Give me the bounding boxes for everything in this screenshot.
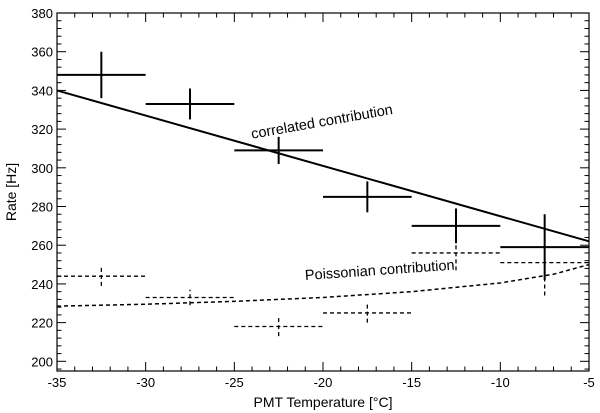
y-axis-title: Rate [Hz] (3, 163, 19, 221)
y-tick-label: 200 (31, 354, 53, 369)
axis-tick-labels: -35 -30 -25 -20 -15 -10 -5 200 220 240 260 280 300 32… (31, 6, 594, 390)
y-tick-label: 380 (31, 6, 53, 21)
data-points (57, 51, 589, 337)
poissonian-point (500, 229, 589, 296)
correlated-point (411, 208, 501, 244)
x-tick-label: -10 (491, 375, 510, 390)
y-tick-label: 260 (31, 238, 53, 253)
annotation-poissonian-contribution: Poissonian contribution (304, 258, 455, 284)
y-tick-label: 300 (31, 161, 53, 176)
x-axis-title: PMT Temperature [°C] (254, 394, 393, 410)
y-tick-label: 320 (31, 122, 53, 137)
x-tick-label: -25 (225, 375, 244, 390)
correlated-point (57, 51, 146, 99)
correlated-point (145, 88, 235, 120)
curve-poissonian-contribution (56, 263, 590, 307)
y-tick-label: 340 (31, 83, 53, 98)
plot-frame (56, 12, 590, 372)
x-tick-label: -35 (48, 375, 67, 390)
poissonian-point (323, 303, 412, 323)
poissonian-point (145, 289, 235, 306)
correlated-point (323, 181, 412, 213)
curve-correlated-contribution (56, 89, 590, 243)
annotation-correlated-contribution: correlated contribution (250, 102, 394, 143)
x-tick-label: -30 (136, 375, 155, 390)
y-tick-label: 240 (31, 277, 53, 292)
y-tick-label: 220 (31, 316, 53, 331)
x-tick-label: -5 (583, 375, 595, 390)
model-curves (56, 89, 590, 307)
correlated-point (234, 136, 323, 164)
poissonian-point (57, 266, 146, 286)
x-tick-label: -15 (402, 375, 421, 390)
annotations: correlated contribution Poissonian contri… (250, 102, 455, 284)
y-tick-label: 280 (31, 200, 53, 215)
x-tick-label: -20 (314, 375, 333, 390)
y-tick-label: 360 (31, 45, 53, 60)
axis-ticks (56, 12, 590, 371)
poissonian-point (411, 235, 501, 271)
correlated-point (500, 214, 589, 281)
poissonian-point (234, 316, 323, 337)
